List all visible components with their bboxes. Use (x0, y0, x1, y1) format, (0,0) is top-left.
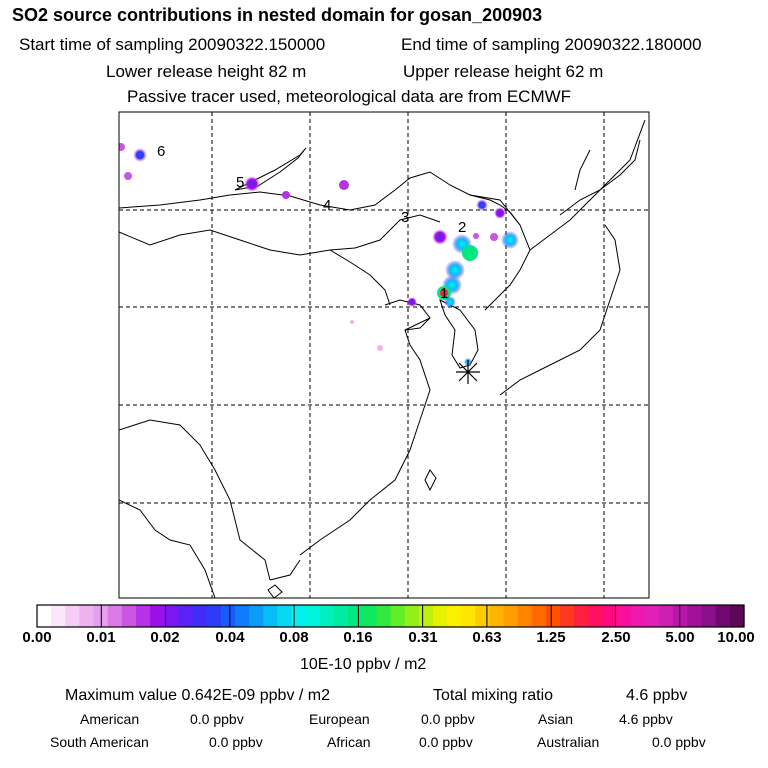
region-name-american: American (80, 711, 140, 727)
colorbar-swatch (461, 605, 476, 627)
colorbar-swatch (249, 605, 264, 627)
tick-label: 0.16 (343, 629, 373, 646)
colorbar-swatch (107, 605, 123, 627)
tick-label: 0.02 (150, 629, 180, 646)
colorbar-swatch (602, 605, 618, 627)
colorbar-swatch (37, 605, 52, 627)
colorbar-swatch (517, 605, 533, 627)
region-value-american: 0.0 ppbv (190, 711, 244, 727)
total-mixing-label: Total mixing ratio (433, 687, 554, 704)
colorbar-swatch (432, 605, 448, 627)
colorbar-swatch (645, 605, 660, 627)
colorbar-swatch (220, 605, 236, 627)
colorbar-swatch (121, 605, 137, 627)
start-time-label: Start time of sampling 20090322.150000 (19, 35, 326, 54)
colorbar-unit: 10E-10 ppbv / m2 (300, 656, 427, 673)
tick-label: 10.00 (717, 629, 755, 646)
upper-release-label: Upper release height 62 m (403, 62, 604, 81)
total-mixing-value: 4.6 ppbv (626, 687, 688, 704)
colorbar-swatch (715, 605, 731, 627)
receptor-marker (456, 360, 480, 384)
colorbar-swatch (333, 605, 349, 627)
concentration-field (119, 143, 519, 366)
source-label-2: 2 (458, 219, 466, 236)
tick-label: 0.04 (215, 629, 245, 646)
region-name-african: African (327, 734, 371, 750)
source-label-1: 1 (440, 285, 448, 302)
colorbar-swatch (546, 605, 561, 627)
region-value-australian: 0.0 ppbv (652, 734, 706, 750)
colorbar-swatch (348, 605, 363, 627)
region-name-asian: Asian (538, 711, 574, 727)
source-labels: 1 2 3 4 5 6 (157, 143, 466, 302)
region-value-european: 0.0 ppbv (421, 711, 475, 727)
map-area: 1 2 3 4 5 6 (119, 112, 649, 598)
region-name-european: European (309, 711, 370, 727)
colorbar-swatch (475, 605, 491, 627)
colorbar-swatch (164, 605, 179, 627)
colorbar-swatch (616, 605, 632, 627)
colorbar-swatch (234, 605, 250, 627)
lower-release-label: Lower release height 82 m (106, 62, 307, 81)
colorbar-swatch (319, 605, 335, 627)
colorbar-swatch (729, 605, 745, 627)
source-label-5: 5 (236, 174, 244, 191)
source-label-4: 4 (323, 197, 331, 214)
region-name-south-american: South American (50, 734, 149, 750)
colorbar-swatch (65, 605, 81, 627)
colorbar (37, 605, 745, 627)
colorbar-swatch (630, 605, 646, 627)
colorbar-swatch (447, 605, 462, 627)
colorbar-swatch (404, 605, 420, 627)
tick-label: 0.63 (472, 629, 502, 646)
colorbar-swatch (291, 605, 307, 627)
colorbar-swatch (531, 605, 547, 627)
region-value-african: 0.0 ppbv (419, 734, 473, 750)
tick-label: 2.50 (601, 629, 631, 646)
colorbar-swatch (263, 605, 278, 627)
colorbar-swatch (687, 605, 703, 627)
colorbar-swatch (362, 605, 377, 627)
source-label-6: 6 (157, 143, 165, 160)
region-name-australian: Australian (537, 734, 600, 750)
colorbar-swatch (135, 605, 151, 627)
colorbar-swatch (489, 605, 505, 627)
tick-label: 0.08 (279, 629, 309, 646)
colorbar-swatch (277, 605, 293, 627)
colorbar-swatch (79, 605, 95, 627)
colorbar-swatch (305, 605, 321, 627)
source-label-3: 3 (401, 209, 409, 226)
tick-label: 0.31 (408, 629, 438, 646)
colorbar-swatch (659, 605, 674, 627)
colorbar-swatch (574, 605, 590, 627)
max-value-label: Maximum value 0.642E-09 ppbv / m2 (65, 687, 331, 704)
colorbar-swatch (588, 605, 604, 627)
tick-label: 1.25 (536, 629, 566, 646)
colorbar-swatch (376, 605, 392, 627)
coastlines (119, 119, 646, 598)
map-frame (118, 111, 650, 599)
graticule (119, 112, 649, 598)
colorbar-frame (36, 604, 745, 628)
tracer-note: Passive tracer used, meteorological data… (127, 87, 572, 106)
colorbar-swatch (560, 605, 575, 627)
colorbar-swatch (673, 605, 689, 627)
colorbar-swatch (390, 605, 406, 627)
colorbar-swatch (418, 605, 434, 627)
region-value-asian: 4.6 ppbv (619, 711, 673, 727)
chart-title: SO2 source contributions in nested domai… (12, 5, 543, 25)
end-time-label: End time of sampling 20090322.180000 (401, 35, 702, 54)
colorbar-swatch (503, 605, 519, 627)
region-value-south-american: 0.0 ppbv (209, 734, 263, 750)
colorbar-swatch (192, 605, 208, 627)
colorbar-swatch (178, 605, 194, 627)
tick-label: 0.01 (86, 629, 116, 646)
colorbar-swatch (701, 605, 717, 627)
colorbar-swatch (51, 605, 66, 627)
tick-label: 5.00 (665, 629, 695, 646)
tick-label: 0.00 (22, 629, 52, 646)
colorbar-swatch (206, 605, 222, 627)
colorbar-swatch (150, 605, 165, 627)
